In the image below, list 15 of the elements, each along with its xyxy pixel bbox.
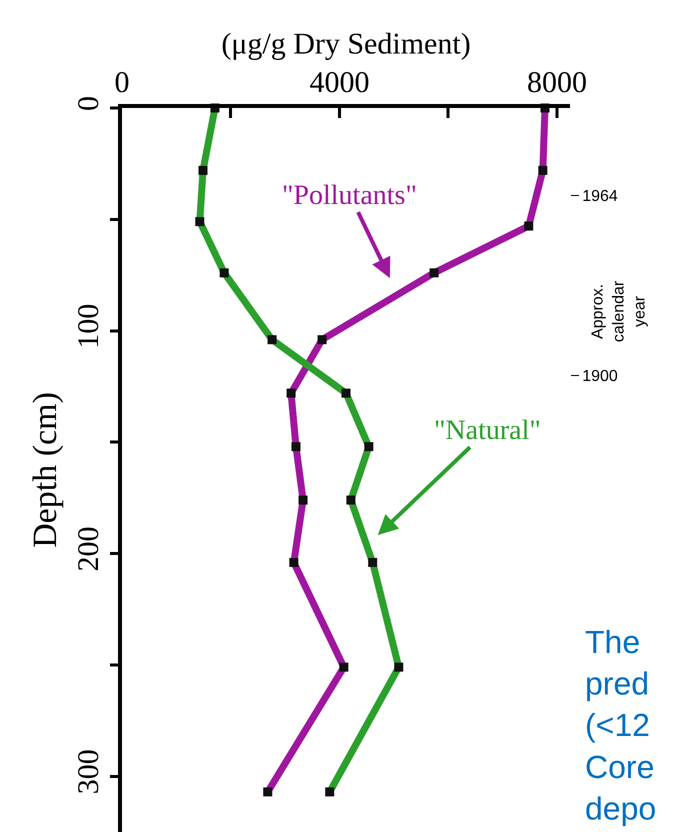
y-tick-label: 200	[72, 526, 105, 572]
annotation: "Pollutants"	[282, 180, 417, 211]
text: The pred (<12 Core depo	[585, 624, 656, 826]
y2-tick-label: 1964	[582, 188, 618, 205]
y-tick-label: 300	[72, 749, 105, 794]
x-tick-label: 4000	[309, 66, 370, 99]
y-axis-title: Depth (cm)	[27, 392, 64, 548]
y2-axis-title: Approx. calendar year	[590, 280, 648, 342]
annotation: "Natural"	[434, 415, 541, 446]
y-tick-label: 100	[72, 304, 105, 349]
y2-tick-label: 1900	[582, 368, 618, 386]
x-axis-title: (μg/g Dry Sediment)	[221, 28, 471, 60]
x-tick-label: 0	[114, 66, 130, 99]
y-tick-label: 0	[72, 96, 105, 111]
x-tick-label: 8000	[526, 66, 587, 99]
